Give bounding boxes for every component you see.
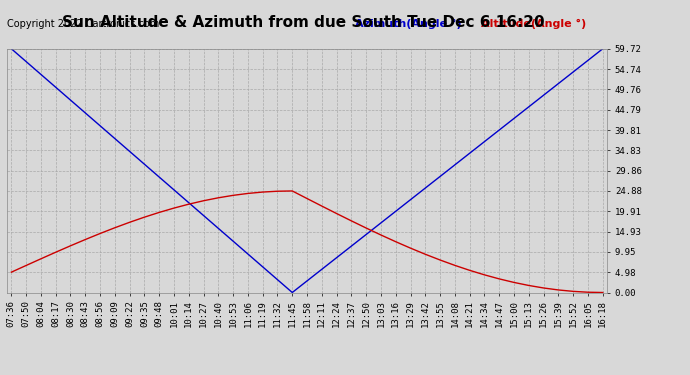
Text: Altitude(Angle °): Altitude(Angle °) <box>481 19 586 29</box>
Text: Copyright 2022 Cartronics.com: Copyright 2022 Cartronics.com <box>7 19 159 29</box>
Text: Azimuth(Angle °): Azimuth(Angle °) <box>355 19 462 29</box>
Text: Sun Altitude & Azimuth from due South Tue Dec 6 16:20: Sun Altitude & Azimuth from due South Tu… <box>62 15 545 30</box>
